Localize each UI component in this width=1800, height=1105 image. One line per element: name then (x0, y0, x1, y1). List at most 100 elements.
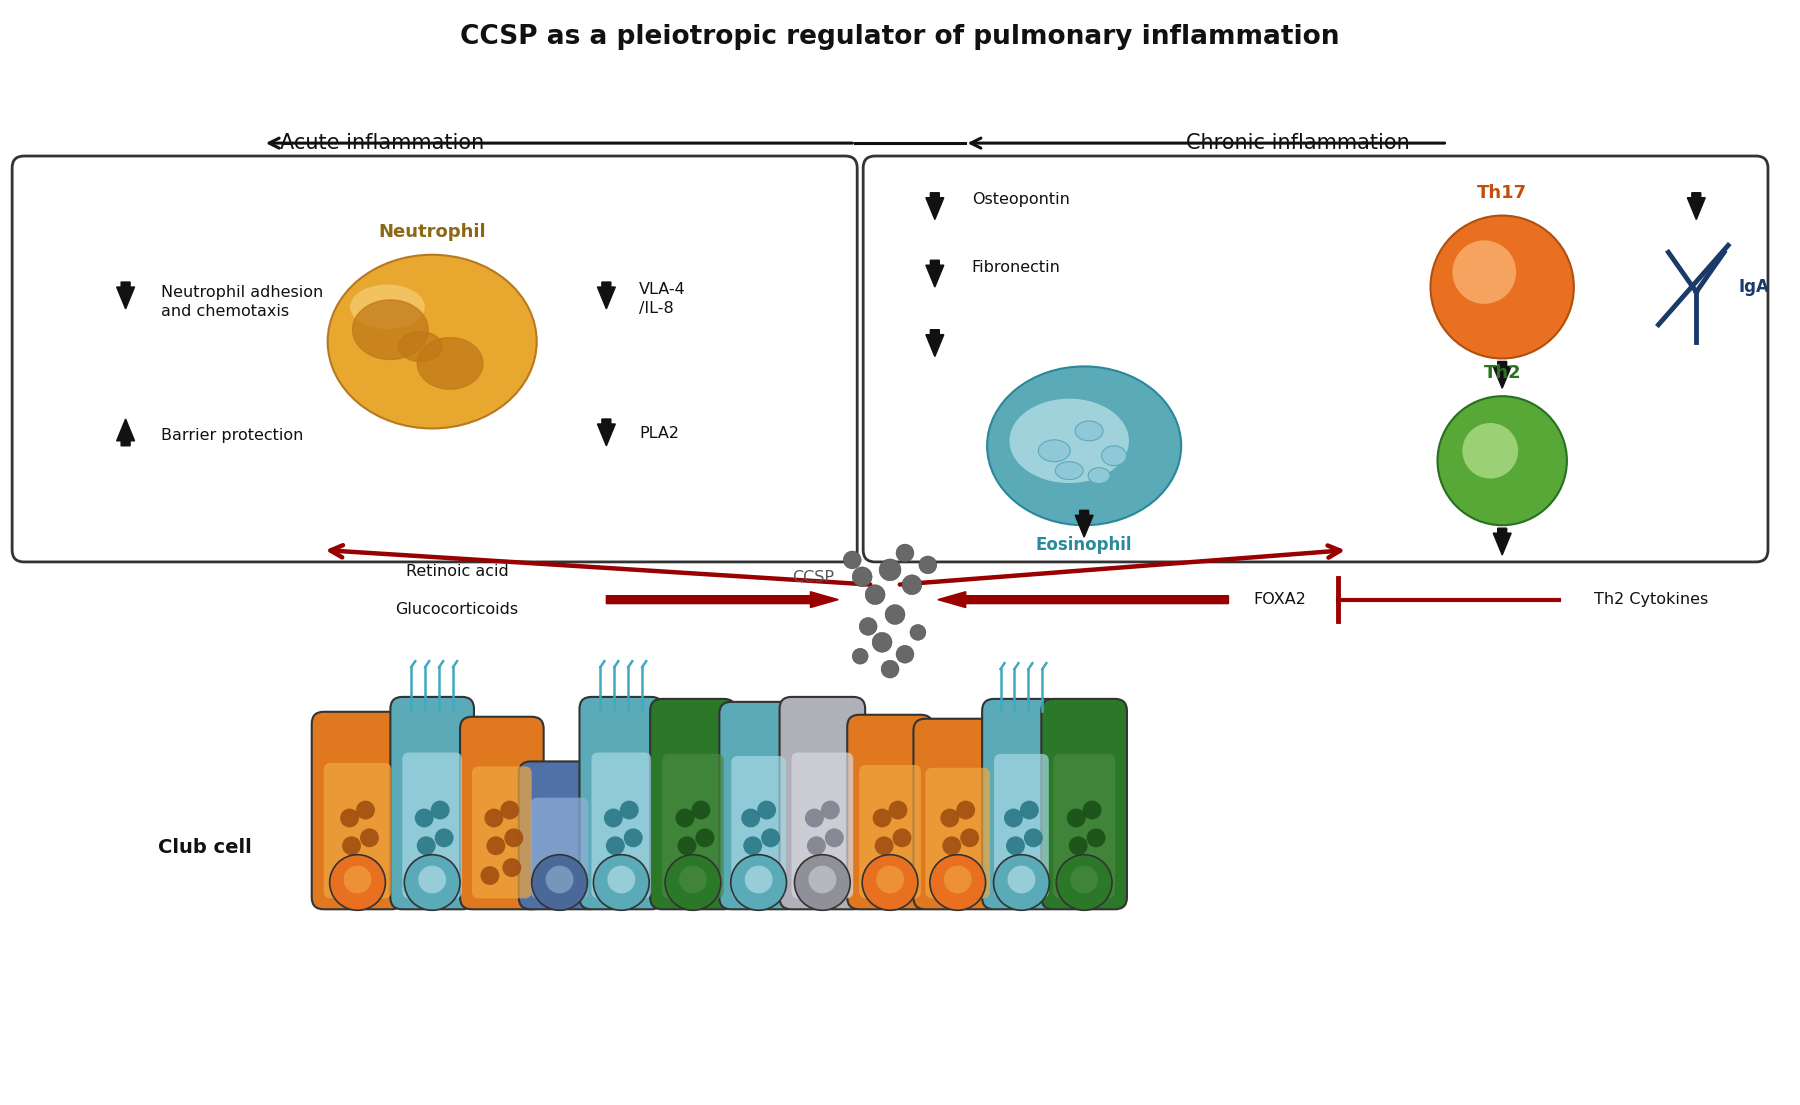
Circle shape (878, 559, 902, 581)
FancyBboxPatch shape (731, 756, 787, 898)
Circle shape (594, 854, 650, 911)
Text: Retinoic acid: Retinoic acid (405, 565, 508, 579)
Circle shape (531, 854, 587, 911)
Circle shape (1001, 866, 1019, 885)
FancyBboxPatch shape (518, 761, 601, 909)
Circle shape (1022, 859, 1040, 877)
Text: Acute inflammation: Acute inflammation (281, 133, 484, 154)
Circle shape (603, 809, 623, 828)
FancyArrow shape (117, 419, 135, 445)
FancyBboxPatch shape (650, 698, 736, 909)
FancyArrow shape (117, 282, 135, 309)
Circle shape (794, 854, 850, 911)
Text: Osteopontin: Osteopontin (972, 192, 1069, 207)
Ellipse shape (1102, 445, 1127, 465)
Circle shape (1024, 829, 1042, 848)
FancyBboxPatch shape (859, 765, 922, 898)
FancyBboxPatch shape (720, 702, 797, 909)
Circle shape (731, 854, 787, 911)
Polygon shape (353, 299, 428, 359)
Circle shape (959, 829, 979, 848)
Circle shape (896, 544, 914, 562)
Circle shape (430, 801, 450, 820)
Text: Th2 Cytokines: Th2 Cytokines (1595, 592, 1708, 607)
FancyBboxPatch shape (913, 718, 1003, 909)
Circle shape (504, 829, 524, 848)
Text: Club cell: Club cell (158, 839, 252, 857)
FancyBboxPatch shape (391, 697, 473, 909)
FancyBboxPatch shape (403, 753, 463, 898)
Circle shape (896, 645, 914, 663)
Circle shape (340, 809, 358, 828)
FancyBboxPatch shape (792, 753, 853, 898)
FancyBboxPatch shape (662, 754, 724, 898)
Circle shape (866, 585, 886, 604)
Ellipse shape (1010, 399, 1129, 483)
Circle shape (410, 866, 430, 885)
FancyBboxPatch shape (311, 712, 403, 909)
Text: Neutrophil: Neutrophil (378, 223, 486, 241)
Text: Barrier protection: Barrier protection (162, 429, 304, 443)
Circle shape (405, 854, 461, 911)
Circle shape (1082, 801, 1102, 820)
Circle shape (418, 865, 446, 894)
Circle shape (1069, 836, 1087, 855)
Circle shape (434, 829, 454, 848)
Circle shape (760, 859, 778, 877)
Circle shape (891, 859, 909, 877)
Circle shape (619, 801, 639, 820)
FancyBboxPatch shape (864, 156, 1768, 562)
FancyArrow shape (925, 192, 943, 220)
Circle shape (695, 829, 715, 848)
Circle shape (805, 809, 824, 828)
Circle shape (1006, 836, 1024, 855)
FancyBboxPatch shape (925, 768, 990, 898)
FancyBboxPatch shape (592, 753, 652, 898)
Circle shape (693, 859, 713, 877)
FancyBboxPatch shape (983, 698, 1060, 909)
Text: Neutrophil adhesion
and chemotaxis: Neutrophil adhesion and chemotaxis (162, 284, 324, 319)
Circle shape (607, 836, 625, 855)
Circle shape (851, 567, 873, 587)
Circle shape (671, 866, 691, 885)
Circle shape (893, 829, 911, 848)
Circle shape (758, 801, 776, 820)
Text: CCSP as a pleiotropic regulator of pulmonary inflammation: CCSP as a pleiotropic regulator of pulmo… (461, 24, 1339, 50)
FancyArrow shape (1494, 528, 1512, 555)
Circle shape (920, 556, 936, 573)
Circle shape (902, 575, 922, 594)
Circle shape (679, 865, 707, 894)
Circle shape (931, 854, 986, 911)
FancyBboxPatch shape (324, 762, 391, 898)
Circle shape (481, 866, 499, 885)
Circle shape (936, 866, 956, 885)
FancyBboxPatch shape (1053, 754, 1114, 898)
Circle shape (877, 865, 904, 894)
Circle shape (1085, 859, 1103, 877)
Circle shape (621, 859, 641, 877)
Circle shape (599, 866, 619, 885)
FancyBboxPatch shape (472, 767, 531, 898)
Circle shape (761, 829, 779, 848)
Circle shape (360, 829, 380, 848)
Circle shape (808, 865, 837, 894)
Text: Th17: Th17 (1478, 183, 1526, 202)
Circle shape (806, 836, 826, 855)
Ellipse shape (986, 367, 1181, 525)
Circle shape (851, 649, 868, 664)
FancyArrow shape (607, 591, 839, 608)
Circle shape (1453, 241, 1516, 304)
Circle shape (842, 551, 860, 569)
Circle shape (344, 865, 371, 894)
Circle shape (677, 836, 697, 855)
Circle shape (943, 865, 972, 894)
FancyArrow shape (1494, 361, 1512, 388)
FancyBboxPatch shape (461, 717, 544, 909)
Circle shape (358, 859, 376, 877)
FancyArrow shape (598, 419, 616, 445)
Circle shape (862, 854, 918, 911)
Circle shape (859, 618, 877, 635)
Circle shape (486, 836, 506, 855)
FancyBboxPatch shape (848, 715, 932, 909)
Circle shape (432, 859, 452, 877)
